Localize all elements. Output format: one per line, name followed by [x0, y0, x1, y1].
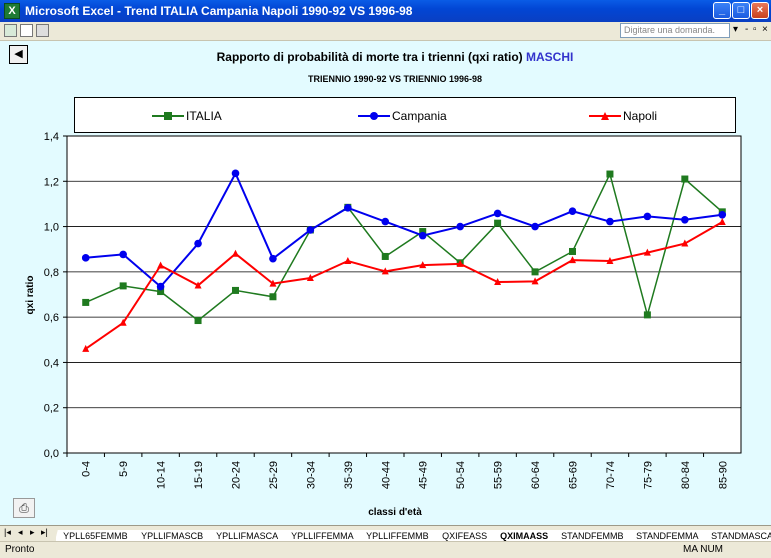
sheet-tab-qximaass[interactable]: QXIMAASS: [490, 530, 558, 541]
back-arrow-button[interactable]: ◀: [9, 45, 28, 64]
toolbar: [0, 22, 771, 41]
doc-restore-button[interactable]: ▫: [753, 24, 757, 35]
square-marker-icon: [164, 111, 172, 120]
sheet-tab-label: YPLLIFFEMMA: [290, 531, 354, 541]
sheet-tab-standfemma[interactable]: STANDFEMMA: [627, 530, 709, 541]
sheet-tab-label: STANDFEMMB: [560, 531, 624, 541]
circle-marker-icon: [370, 111, 378, 120]
ask-question-input[interactable]: Digitare una domanda.: [620, 23, 730, 38]
sheet-tab-label: YPLLIFFEMMB: [366, 531, 429, 541]
print-icon[interactable]: [36, 24, 49, 37]
sheet-tab-qxifeass[interactable]: QXIFEASS: [432, 530, 497, 541]
sheet-tab-standfemmb[interactable]: STANDFEMMB: [551, 530, 633, 541]
status-bar: Pronto MA NUM: [0, 541, 771, 558]
sheet-tab-yplliffemmb[interactable]: YPLLIFFEMMB: [357, 530, 439, 541]
chart-legend: ITALIA Campania Napoli: [74, 97, 736, 133]
title-bar: X Microsoft Excel - Trend ITALIA Campani…: [0, 0, 771, 22]
legend-item-napoli: Napoli: [589, 108, 657, 123]
next-sheet-icon[interactable]: ▸: [30, 527, 35, 537]
excel-icon[interactable]: X: [4, 3, 20, 19]
sheet-tab-bar: |◂ ◂ ▸ ▸| YPLL65FEMMB YPLLIFMASCB YPLLIFMA…: [0, 525, 771, 541]
legend-item-campania: Campania: [358, 108, 447, 123]
sheet-tab-label: QXIMAASS: [499, 531, 548, 541]
triangle-marker-icon: [601, 111, 609, 120]
printer-icon[interactable]: ⎙: [13, 498, 35, 518]
status-ready: Pronto: [5, 544, 35, 555]
workbook-icon[interactable]: [4, 24, 17, 37]
sheet-tab-label: STANDFEMMA: [636, 531, 699, 541]
legend-item-italia: ITALIA: [152, 108, 222, 123]
dropdown-arrow-icon[interactable]: ▾: [733, 24, 739, 35]
sheet-tabs: YPLL65FEMMB YPLLIFMASCB YPLLIFMASCA YPLLIFF…: [56, 526, 771, 541]
sheet-tab-yplliffemma[interactable]: YPLLIFFEMMA: [281, 530, 363, 541]
sheet-tab-ypllifmascb[interactable]: YPLLIFMASCB: [131, 530, 213, 541]
sheet-tab-label: QXIFEASS: [441, 531, 487, 541]
sheet-tab-standmasca[interactable]: STANDMASCA: [702, 530, 771, 541]
last-sheet-icon[interactable]: ▸|: [41, 527, 48, 537]
sheet-tab-label: STANDMASCA: [711, 531, 771, 541]
doc-minimize-button[interactable]: -: [745, 24, 749, 35]
window-title: Microsoft Excel - Trend ITALIA Campania …: [25, 4, 413, 18]
minimize-button[interactable]: _: [713, 2, 731, 19]
maximize-button[interactable]: □: [732, 2, 750, 19]
sheet-tab-label: YPLLIFMASCB: [140, 531, 203, 541]
first-sheet-icon[interactable]: |◂: [4, 527, 11, 537]
sheet-tab-label: YPLLIFMASCA: [215, 531, 278, 541]
doc-close-button[interactable]: ×: [762, 24, 768, 35]
print-preview-icon[interactable]: [20, 24, 33, 37]
close-button[interactable]: ×: [751, 2, 769, 19]
sheet-tab-ypllifmasca[interactable]: YPLLIFMASCA: [206, 530, 288, 541]
prev-sheet-icon[interactable]: ◂: [18, 527, 23, 537]
sheet-tab-ypll65femmb[interactable]: YPLL65FEMMB: [56, 530, 138, 541]
sheet-tab-label: YPLL65FEMMB: [63, 531, 128, 541]
status-indicators: MA NUM: [683, 544, 723, 555]
